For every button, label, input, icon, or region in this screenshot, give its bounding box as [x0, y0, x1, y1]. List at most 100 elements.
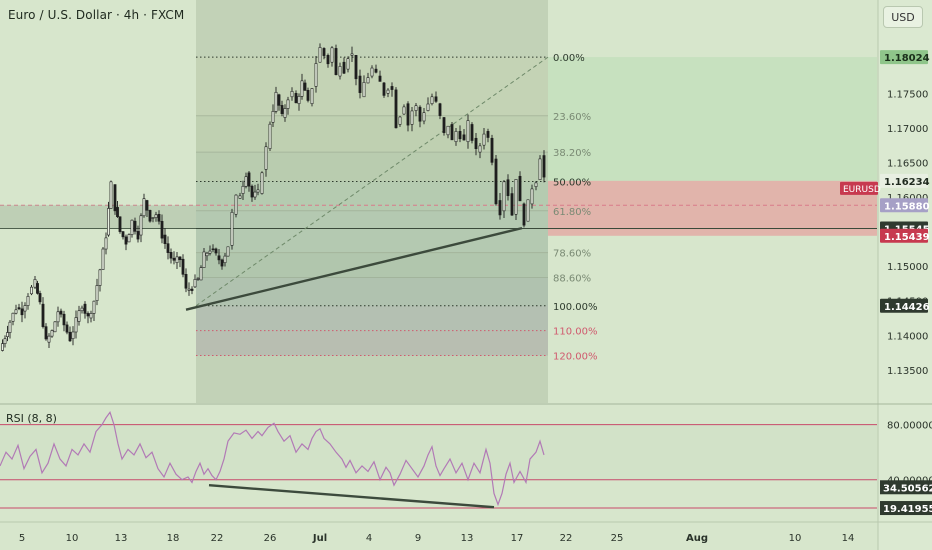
candle-body [80, 307, 84, 312]
time-axis-tick: 25 [611, 533, 624, 544]
rsi-divergence-line [208, 484, 495, 509]
fib-level-label: 100.00% [553, 302, 598, 313]
candle-body [26, 296, 30, 306]
candle-body [466, 120, 470, 143]
fib-level-label: 61.80% [553, 207, 591, 218]
candle-body [346, 58, 350, 70]
candle-body [65, 324, 69, 333]
price-axis-tick: 1.17500 [887, 89, 928, 100]
candle-body [41, 303, 45, 327]
candle-body [342, 61, 346, 74]
candle-body [406, 103, 410, 126]
time-axis-tick: 22 [560, 533, 573, 544]
price-label-text: 1.15880 [884, 201, 930, 212]
price-label-box [880, 173, 928, 188]
candle-body [244, 176, 248, 187]
candle-body [116, 207, 119, 218]
candle-body [334, 48, 338, 76]
candle-body [196, 278, 200, 280]
candle-body [101, 248, 105, 270]
candle-body [268, 123, 272, 149]
candle-body [33, 279, 37, 288]
fib-level-label: 120.00% [553, 352, 598, 363]
candle-body [458, 131, 462, 140]
candle-body [217, 255, 221, 261]
candle-body [264, 146, 268, 170]
candle-body [350, 53, 354, 56]
symbol-tag-box [840, 181, 878, 195]
candle-body [190, 288, 194, 291]
candle-body [109, 181, 113, 209]
candle-body [20, 308, 24, 316]
fib-level-label: 50.00% [553, 177, 591, 188]
candle-body [92, 300, 96, 314]
time-axis-tick: 26 [264, 533, 277, 544]
candle-body [83, 303, 87, 314]
candle-body [486, 131, 490, 138]
candle-body [71, 331, 75, 340]
candle-body [534, 182, 538, 187]
candle-body [56, 311, 60, 323]
candle-body [446, 125, 450, 136]
support-zone-left [0, 205, 196, 229]
candle-body [280, 105, 284, 114]
candle-body [220, 259, 224, 267]
candle-body [157, 213, 161, 222]
rsi-value-box [880, 480, 932, 495]
candle-body [498, 200, 502, 216]
rsi-axis-tick: 80.00000 [887, 421, 932, 432]
fib-level-label: 110.00% [553, 327, 598, 338]
candle-body [277, 94, 281, 106]
candle-body [310, 88, 314, 104]
candle-body [410, 110, 414, 125]
candle-body [510, 193, 514, 216]
candle-body [442, 117, 446, 133]
price-label-text: 1.14426 [884, 302, 930, 313]
candle-body [370, 67, 374, 77]
candle-body [374, 68, 378, 73]
candle-body [145, 200, 149, 211]
candle-body [172, 257, 176, 261]
rsi-value-text: 34.50562 [883, 483, 932, 494]
candle-body [362, 82, 366, 98]
candle-body [303, 82, 307, 91]
candle-body [151, 217, 155, 219]
price-label-box [880, 50, 928, 65]
candle-body [226, 246, 230, 257]
candle-body [184, 274, 188, 289]
time-axis-tick: 18 [167, 533, 180, 544]
candle-body [59, 310, 63, 315]
candle-body [223, 255, 227, 263]
rsi-line [0, 410, 545, 507]
candle-body [166, 243, 170, 253]
candle-body [306, 90, 310, 101]
fib-band [196, 210, 548, 253]
currency-button[interactable]: USD [883, 6, 923, 28]
candle-body [382, 82, 386, 96]
rsi-value-text: 19.41955 [883, 504, 932, 515]
candle-body [77, 310, 81, 322]
candle-body [8, 321, 12, 333]
candle-body [14, 309, 18, 314]
time-axis-tick: 9 [415, 533, 421, 544]
candle-body [354, 55, 358, 80]
time-axis-tick: 13 [115, 533, 128, 544]
candle-body [154, 214, 158, 218]
candle-body [238, 195, 242, 199]
candle-body [366, 77, 370, 84]
candle-body [68, 331, 72, 342]
candle-body [163, 234, 167, 244]
candle-body [398, 116, 402, 125]
fib-band [196, 152, 548, 182]
candle-body [205, 252, 209, 257]
fib-level-label: 38.20% [553, 148, 591, 159]
candle-body [506, 179, 510, 197]
price-axis-tick: 1.13500 [887, 366, 928, 377]
fib-level-label: 0.00% [553, 53, 585, 64]
candle-body [208, 250, 212, 254]
price-label-box [880, 198, 928, 213]
candle-body [113, 184, 117, 212]
candle-body [530, 188, 534, 205]
candle-body [74, 317, 78, 333]
